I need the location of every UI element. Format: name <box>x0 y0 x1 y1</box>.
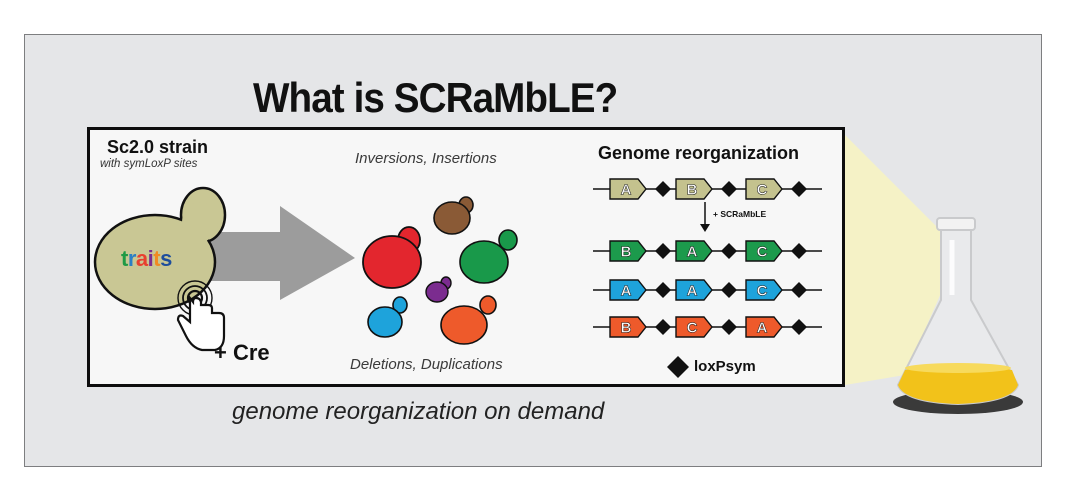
flask-icon <box>893 217 1023 414</box>
loxpsym-site <box>791 243 807 259</box>
traits-label: traits <box>121 246 172 272</box>
gene-segment <box>609 316 647 338</box>
loxpsym-site <box>655 181 671 197</box>
gene-segment <box>675 240 713 262</box>
strain-subtitle: with symLoxP sites <box>100 158 198 170</box>
traits-letter: t <box>153 246 161 271</box>
loxpsym-site <box>791 319 807 335</box>
green-yeast-cell <box>459 229 518 284</box>
strain-title: Sc2.0 strain <box>107 137 209 157</box>
loxpsym-site <box>655 243 671 259</box>
gene-segment <box>675 178 713 200</box>
gene-segment <box>745 240 783 262</box>
loxpsym-site <box>791 181 807 197</box>
gene-segment-label: C <box>757 244 768 261</box>
orange-yeast-cell <box>440 295 497 345</box>
gene-segment <box>675 279 713 301</box>
gene-segment <box>609 240 647 262</box>
loxpsym-label: loxPsym <box>694 358 756 375</box>
loxpsym-site <box>721 282 737 298</box>
genome-row: A B C <box>593 178 822 200</box>
purple-yeast-cell <box>425 276 452 303</box>
gene-segment-label: B <box>621 320 632 337</box>
scramble-arrow <box>700 202 710 232</box>
cre-label: + Cre <box>214 340 270 365</box>
gene-segment-label: C <box>687 320 698 337</box>
gene-segment-label: C <box>757 182 768 199</box>
loxpsym-site <box>655 319 671 335</box>
brown-yeast-cell <box>433 196 474 235</box>
traits-letter: a <box>135 246 148 271</box>
gene-segment-label: B <box>621 244 632 261</box>
gene-segment <box>745 279 783 301</box>
loxpsym-site <box>655 282 671 298</box>
traits-letter: t <box>121 246 128 271</box>
gene-segment <box>609 279 647 301</box>
genome-title: Genome reorganization <box>598 143 800 163</box>
events-bottom-label: Deletions, Duplications <box>350 356 503 373</box>
footer-caption: genome reorganization on demand <box>232 398 605 425</box>
genome-rows: A B C B A C A A C B C A <box>593 178 822 338</box>
gene-segment-label: A <box>621 283 632 300</box>
scramble-label: + SCRaMbLE <box>713 209 767 219</box>
gene-segment <box>675 316 713 338</box>
gene-segment-label: A <box>621 182 632 199</box>
gene-segment-label: A <box>687 283 698 300</box>
gene-segment <box>745 178 783 200</box>
traits-letter: i <box>147 246 154 271</box>
gene-segment-label: C <box>757 283 768 300</box>
gene-segment <box>609 178 647 200</box>
blue-yeast-cell <box>367 296 408 338</box>
process-arrow <box>195 206 355 300</box>
page-title: What is SCRaMbLE? <box>253 74 618 121</box>
loxpsym-site <box>721 319 737 335</box>
loxpsym-site <box>791 282 807 298</box>
traits-letter: s <box>160 246 172 271</box>
loxpsym-site <box>721 243 737 259</box>
hand-pointer-icon <box>176 280 226 352</box>
red-yeast-cell <box>362 226 422 289</box>
gene-segment-label: A <box>687 244 698 261</box>
light-beam <box>845 135 960 385</box>
gene-segment-label: B <box>687 182 698 199</box>
events-top-label: Inversions, Insertions <box>355 150 497 167</box>
traits-letter: r <box>127 246 137 271</box>
gene-segment-label: A <box>757 320 768 337</box>
gene-segment <box>745 316 783 338</box>
yeast-mother-cell <box>93 186 227 311</box>
loxpsym-site <box>721 181 737 197</box>
loxpsym-legend-diamond <box>667 356 689 378</box>
